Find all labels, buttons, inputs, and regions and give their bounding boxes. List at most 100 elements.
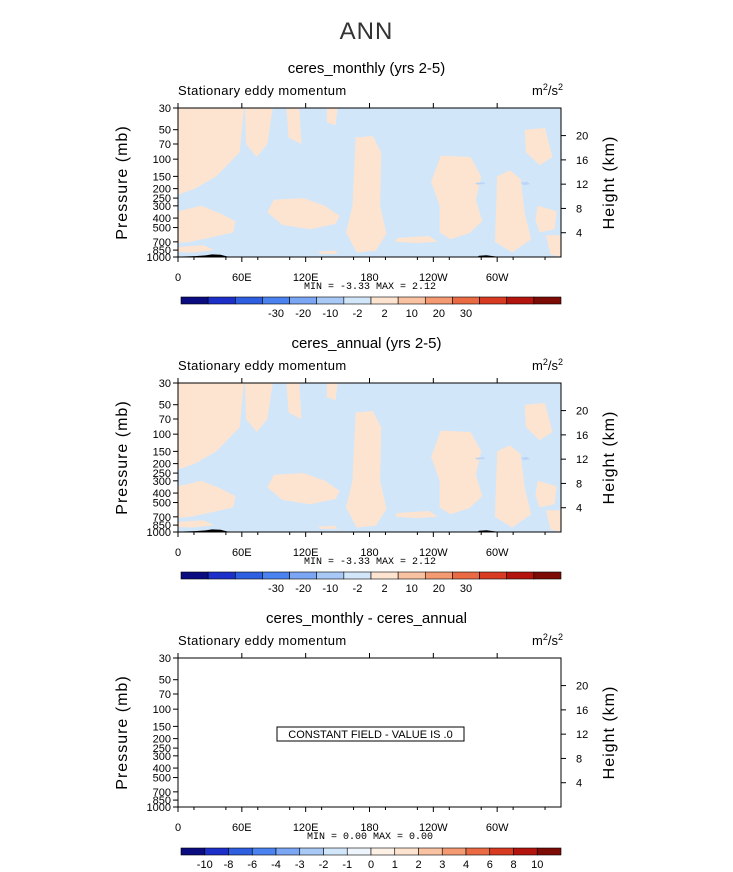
colorbar-label: 20 <box>433 308 445 320</box>
pressure-tick-label: 400 <box>153 213 171 225</box>
colorbar-swatch <box>397 296 426 305</box>
panel-1: ceres_monthly (yrs 2-5) Stationary eddy m… <box>114 60 618 320</box>
positive-region <box>267 473 340 505</box>
negative-region <box>474 182 486 185</box>
pressure-tick-label: 150 <box>153 171 171 183</box>
longitude-tick-label: 120W <box>419 822 448 834</box>
positive-region <box>535 480 557 508</box>
pressure-tick-label: 500 <box>153 498 171 510</box>
positive-region <box>535 205 557 233</box>
colorbar-swatch <box>394 847 419 856</box>
contour-fills <box>178 108 561 257</box>
colorbar-swatch <box>424 571 453 580</box>
colorbar-label: 3 <box>439 859 445 871</box>
height-axis-label: Height (km) <box>601 411 618 505</box>
panel-3: ceres_monthly - ceres_annual Stationary e… <box>114 610 618 871</box>
colorbar-label: -2 <box>353 583 363 595</box>
colorbar-swatch <box>452 296 480 305</box>
pressure-axis-label: Pressure (mb) <box>114 125 131 239</box>
colorbar-swatch <box>234 296 263 305</box>
pressure-tick-label: 70 <box>159 689 171 701</box>
colorbar-swatch <box>506 571 535 580</box>
longitude-tick-label: 60E <box>232 547 252 559</box>
colorbar-label: -2 <box>319 859 329 871</box>
positive-region <box>178 205 236 243</box>
pressure-tick-label: 100 <box>153 429 171 441</box>
longitude-tick-label: 120E <box>293 547 319 559</box>
colorbar-label: 0 <box>368 859 374 871</box>
pressure-axis-label: Pressure (mb) <box>114 675 131 789</box>
colorbar-label: 4 <box>463 859 469 871</box>
colorbar-label: -8 <box>224 859 234 871</box>
pressure-tick-label: 1000 <box>147 527 171 539</box>
pressure-tick-label: 250 <box>153 743 171 755</box>
pressure-tick-label: 150 <box>153 446 171 458</box>
colorbar-swatch <box>479 571 508 580</box>
colorbar-label: -10 <box>322 308 338 320</box>
height-axis-label: Height (km) <box>601 136 618 230</box>
colorbar-swatch <box>262 296 290 305</box>
colorbar-swatch <box>343 296 372 305</box>
longitude-tick-label: 180 <box>360 272 378 284</box>
colorbar-swatch <box>180 847 206 856</box>
positive-region <box>178 383 244 470</box>
colorbar-swatch <box>234 571 263 580</box>
colorbar-swatch <box>370 847 396 856</box>
min-max-label: MIN = -3.33 MAX = 2.12 <box>304 282 436 293</box>
colorbar-label: 10 <box>406 308 418 320</box>
positive-region <box>245 383 273 432</box>
positive-region <box>178 245 215 253</box>
colorbar-swatch <box>489 847 514 856</box>
colorbar-label: -6 <box>247 859 257 871</box>
positive-region <box>326 108 338 126</box>
height-tick-label: 12 <box>576 729 588 741</box>
longitude-tick-label: 60W <box>486 272 509 284</box>
longitude-tick-label: 120E <box>293 272 319 284</box>
pressure-tick-label: 400 <box>153 763 171 775</box>
colorbar-label: -3 <box>295 859 305 871</box>
min-max-label: MIN = 0.00 MAX = 0.00 <box>307 832 433 843</box>
colorbar-label: -4 <box>271 859 281 871</box>
positive-region <box>326 383 338 401</box>
colorbar-swatch <box>533 296 562 305</box>
longitude-tick-label: 120W <box>419 272 448 284</box>
colorbar-swatch <box>479 296 508 305</box>
height-axis-label: Height (km) <box>601 686 618 780</box>
positive-region <box>524 403 553 441</box>
positive-region <box>495 170 532 253</box>
contour-fills <box>178 383 561 532</box>
positive-region <box>318 250 338 254</box>
topography <box>178 529 232 532</box>
colorbar-swatch <box>506 296 535 305</box>
colorbar-swatch <box>299 847 324 856</box>
pressure-tick-label: 30 <box>159 653 171 665</box>
longitude-tick-label: 0 <box>175 272 181 284</box>
longitude-tick-label: 60E <box>232 272 252 284</box>
longitude-tick-label: 0 <box>175 547 181 559</box>
panel-subtitle: Stationary eddy momentum <box>178 83 347 98</box>
pressure-tick-label: 250 <box>153 193 171 205</box>
pressure-tick-label: 250 <box>153 468 171 480</box>
panel-title: ceres_annual (yrs 2-5) <box>291 335 441 352</box>
pressure-tick-label: 300 <box>153 751 171 763</box>
panel-subtitle: Stationary eddy momentum <box>178 358 347 373</box>
pressure-tick-label: 500 <box>153 223 171 235</box>
colorbar-swatch <box>207 296 236 305</box>
height-tick-label: 4 <box>576 228 582 240</box>
positive-region <box>178 108 244 195</box>
colorbar-label: 2 <box>382 583 388 595</box>
pressure-tick-label: 300 <box>153 476 171 488</box>
colorbar-swatch <box>465 847 491 856</box>
colorbar-label: 10 <box>406 583 418 595</box>
colorbar-label: 2 <box>382 308 388 320</box>
positive-region <box>524 128 553 166</box>
panel-subtitle: Stationary eddy momentum <box>178 633 347 648</box>
units-label: m2/s2 <box>532 82 563 98</box>
positive-region <box>431 155 483 240</box>
longitude-tick-label: 60W <box>486 822 509 834</box>
negative-region <box>520 181 531 186</box>
pressure-tick-label: 1000 <box>147 252 171 264</box>
colorbar-swatch <box>418 847 443 856</box>
colorbar: -10 -8 -6 -4 -3 -2 -1 0 1 2 3 4 6 8 10 <box>180 847 562 871</box>
